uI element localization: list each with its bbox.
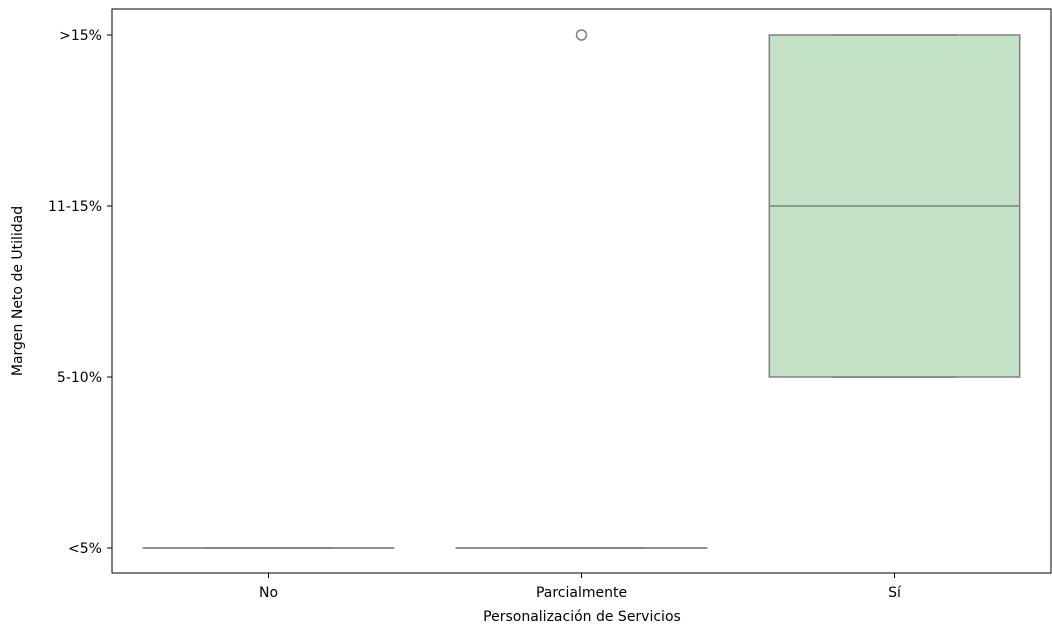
- x-axis-label: Personalización de Servicios: [483, 609, 681, 625]
- box-1: [455, 29, 708, 549]
- y-tick-label: <5%: [68, 541, 102, 557]
- y-tick-label: >15%: [59, 28, 102, 44]
- boxes-layer: [142, 29, 1021, 549]
- outlier-point: [575, 29, 588, 41]
- y-tick-label: 11-15%: [48, 199, 102, 215]
- x-axis: No Parcialmente Sí: [259, 573, 902, 601]
- y-tick-label: 5-10%: [57, 370, 102, 386]
- box-2: [768, 34, 1021, 378]
- y-axis-label: Margen Neto de Utilidad: [10, 206, 26, 376]
- y-axis: <5% 5-10% 11-15% >15%: [48, 28, 112, 557]
- x-tick-label: Parcialmente: [536, 585, 627, 601]
- x-tick-label: No: [259, 585, 278, 601]
- x-tick-label: Sí: [888, 585, 902, 601]
